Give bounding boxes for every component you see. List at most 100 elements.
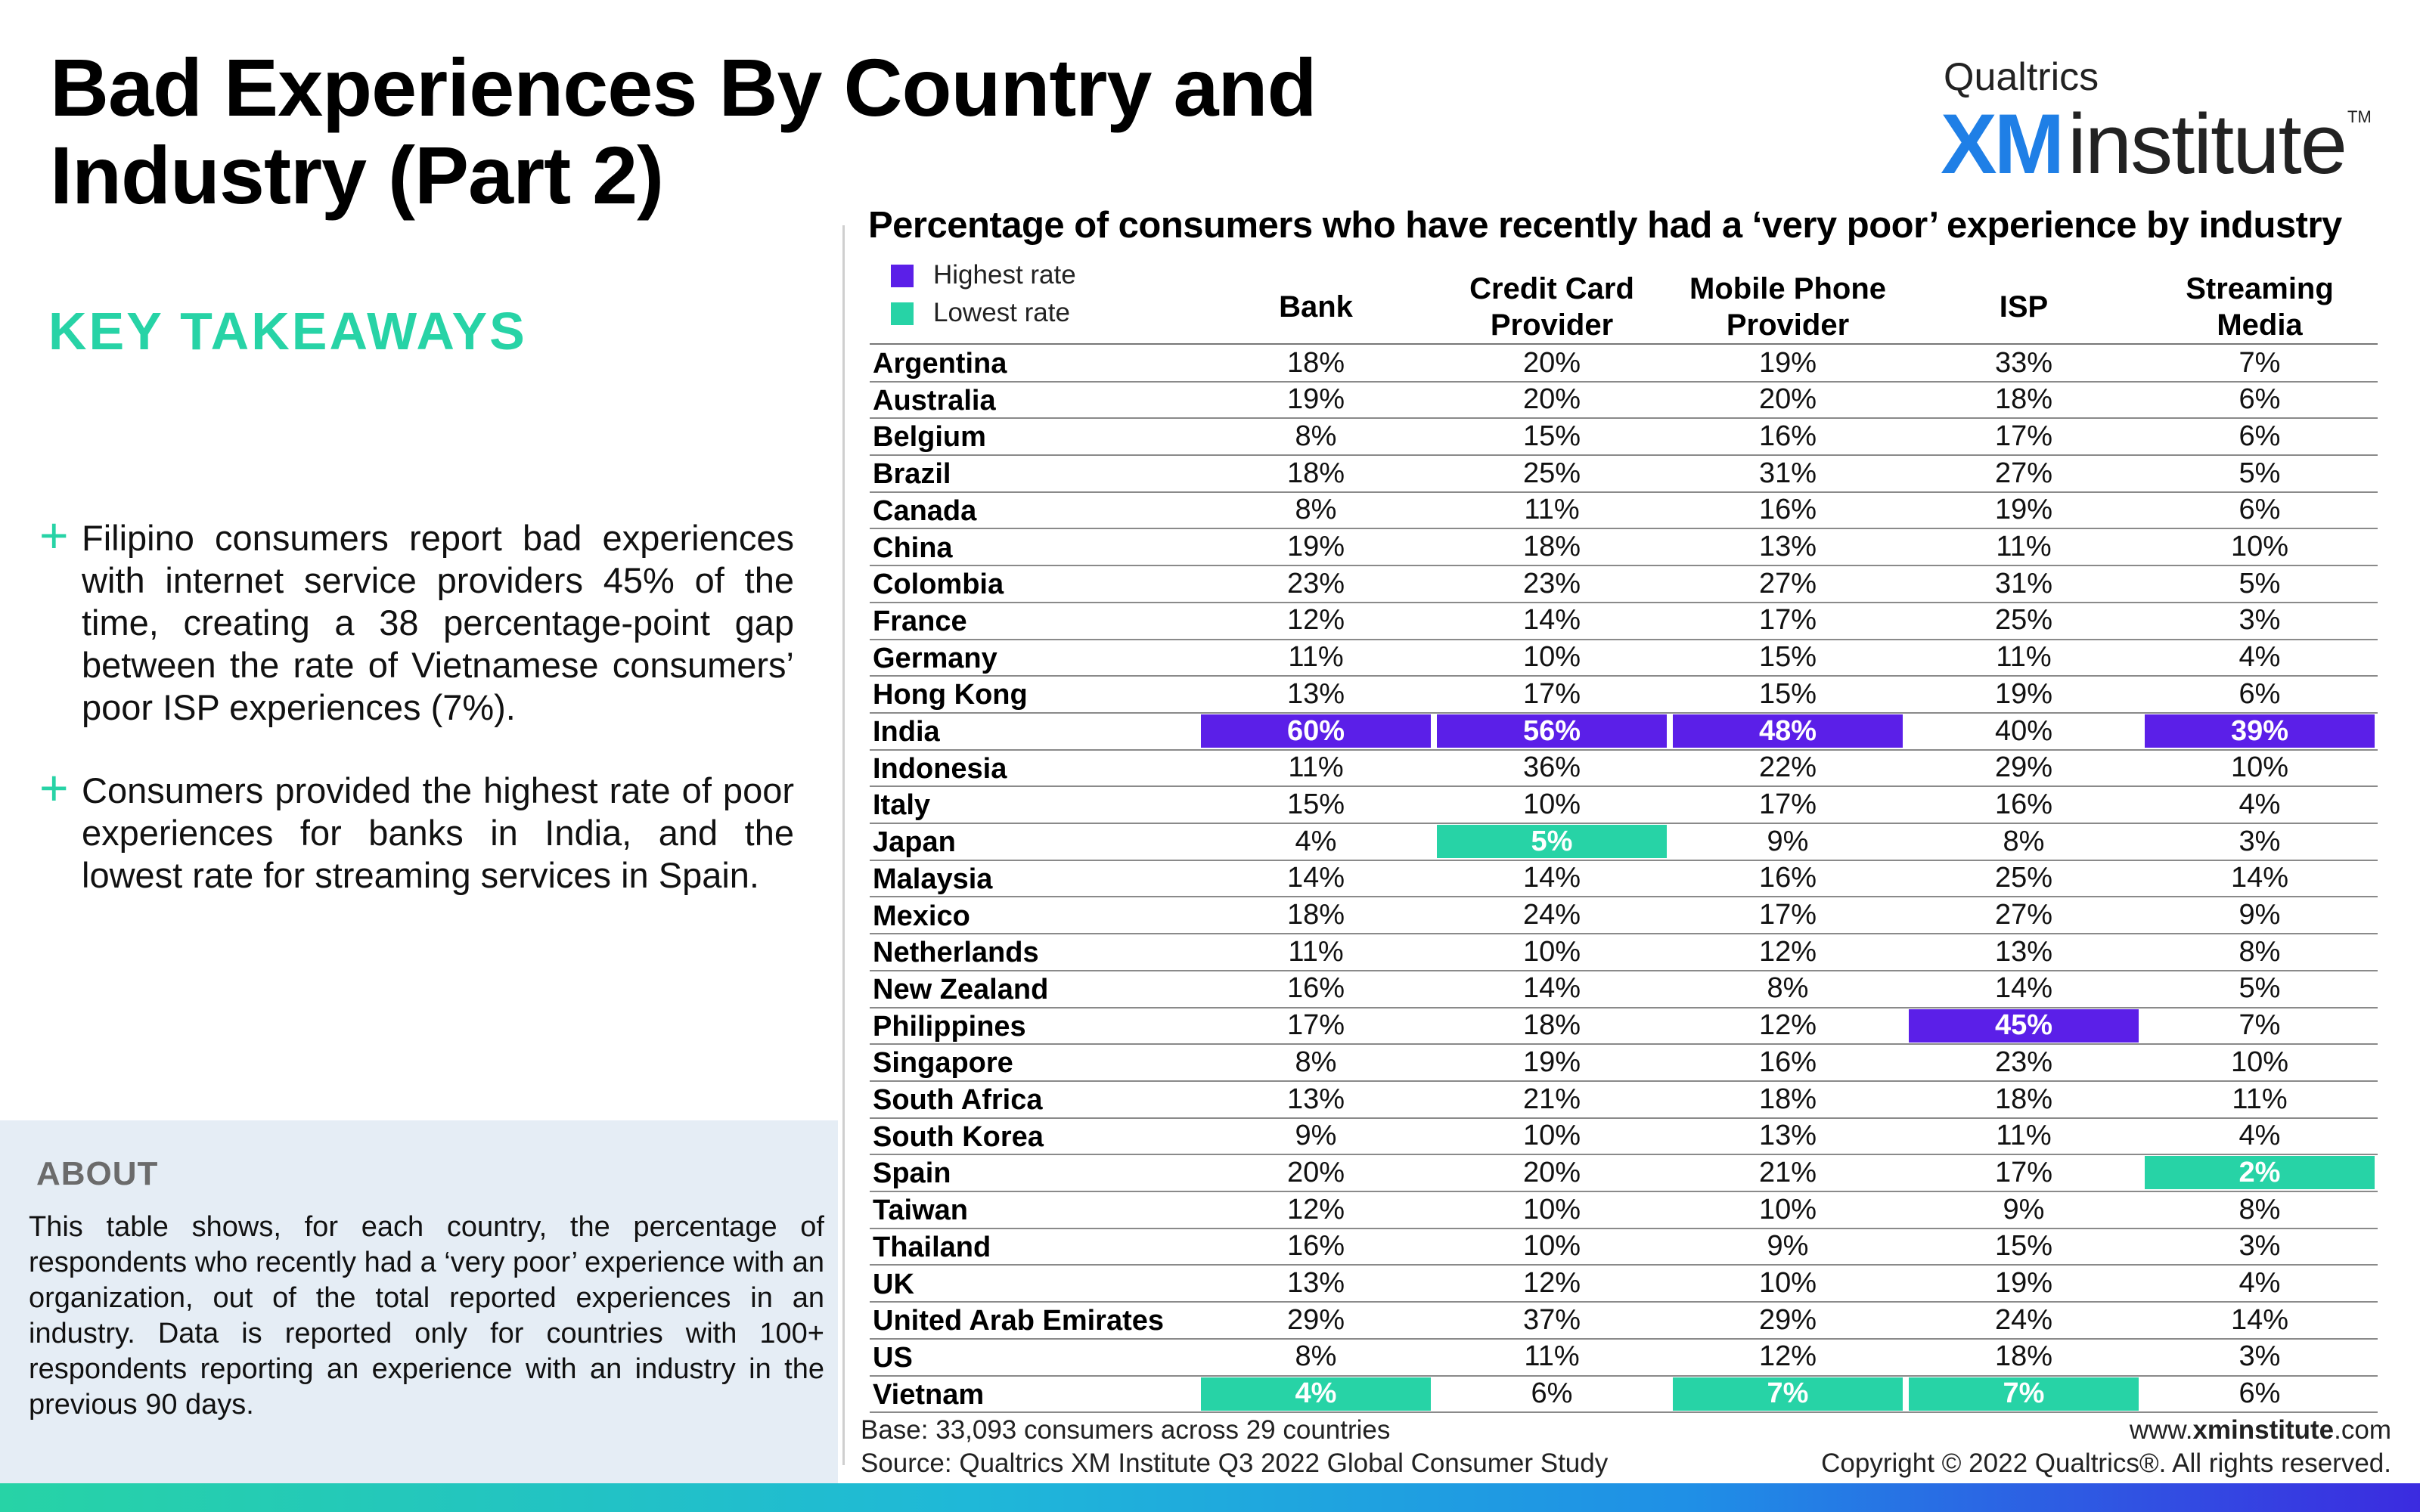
- table-cell: 11%: [1288, 641, 1344, 674]
- column-header-line: ISP: [1999, 290, 2049, 324]
- table-cell: 11%: [1524, 494, 1580, 526]
- country-label: South Korea: [873, 1120, 1044, 1153]
- table-cell: 21%: [1758, 1156, 1817, 1188]
- table-cell: 10%: [1522, 935, 1581, 968]
- base-note: Base: 33,093 consumers across 29 countri…: [861, 1415, 1391, 1445]
- about-text: This table shows, for each country, the …: [29, 1211, 824, 1421]
- table-cell: 18%: [1758, 1083, 1817, 1115]
- table-row: Netherlands 11% 10% 12% 13% 8%: [870, 934, 2378, 971]
- logo-qualtrics-text: Qualtrics: [1944, 55, 2099, 99]
- table-cell: 17%: [1758, 899, 1817, 931]
- table-cell: 19%: [1994, 677, 2053, 710]
- table-row: Belgium 8% 15% 16% 17% 6%: [870, 419, 2378, 457]
- table-cell: 23%: [1994, 1046, 2053, 1078]
- table-row: Hong Kong 13% 17% 15% 19% 6%: [870, 677, 2378, 714]
- footer-notes: Base: 33,093 consumers across 29 countri…: [861, 1414, 1608, 1480]
- table-cell: 13%: [1286, 677, 1345, 710]
- table-cell: 18%: [1994, 1340, 2053, 1373]
- table-cell: 27%: [1994, 899, 2053, 931]
- column-header: Mobile Phone Provider: [1671, 269, 1904, 345]
- table-cell: 11%: [2232, 1083, 2288, 1115]
- country-label: India: [873, 716, 940, 748]
- website-link[interactable]: www.xminstitute.com: [1821, 1414, 2391, 1447]
- table-cell: 20%: [1758, 383, 1817, 416]
- table-cell: 29%: [1994, 751, 2053, 784]
- table-row: Argentina 18% 20% 19% 33% 7%: [870, 345, 2378, 383]
- column-header-line: Bank: [1279, 290, 1353, 324]
- table-cell: 10%: [1522, 1230, 1581, 1263]
- table-row: France 12% 14% 17% 25% 3%: [870, 603, 2378, 640]
- table-row: Vietnam 4% 6% 7% 7% 6%: [870, 1377, 2378, 1414]
- table-cell: 5%: [2238, 457, 2281, 489]
- takeaway-text: Filipino consumers report bad experience…: [82, 518, 794, 727]
- table-cell: 3%: [2238, 604, 2281, 637]
- table-cell: 13%: [1758, 531, 1817, 562]
- table-cell-lowest: 5%: [1437, 825, 1667, 859]
- country-label: UK: [873, 1268, 914, 1300]
- column-header: ISP: [1907, 269, 2140, 345]
- column-header-line: Mobile Phone: [1689, 272, 1886, 305]
- table-cell: 9%: [2003, 1193, 2045, 1225]
- table-cell: 6%: [2238, 420, 2281, 452]
- country-label: Argentina: [873, 348, 1007, 380]
- table-cell: 16%: [1758, 1046, 1817, 1078]
- table-row: Italy 15% 10% 17% 16% 4%: [870, 787, 2378, 825]
- table-cell: 14%: [2230, 862, 2289, 894]
- table-cell: 8%: [2003, 825, 2045, 857]
- table-row: UK 13% 12% 10% 19% 4%: [870, 1266, 2378, 1303]
- bottom-gradient-bar: [0, 1483, 2420, 1512]
- table-cell-lowest: 2%: [2145, 1156, 2375, 1190]
- country-label: Thailand: [873, 1231, 991, 1263]
- table-cell: 10%: [2230, 751, 2289, 784]
- website-prefix: www.: [2129, 1415, 2193, 1445]
- page-title: Bad Experiences By Country and Industry …: [50, 42, 1317, 221]
- table-cell: 6%: [2238, 383, 2281, 416]
- table-row: Indonesia 11% 36% 22% 29% 10%: [870, 751, 2378, 788]
- country-label: Singapore: [873, 1047, 1013, 1080]
- copyright: Copyright © 2022 Qualtrics®. All rights …: [1821, 1448, 2391, 1478]
- table-cell: 12%: [1286, 604, 1345, 637]
- legend-label-lowest: Lowest rate: [933, 298, 1070, 327]
- table-cell: 18%: [1994, 383, 2053, 416]
- country-label: New Zealand: [873, 973, 1049, 1005]
- table-cell: 15%: [1522, 420, 1581, 452]
- table-row: Colombia 23% 23% 27% 31% 5%: [870, 566, 2378, 603]
- table-cell: 11%: [1996, 641, 2052, 674]
- table-row: United Arab Emirates 29% 37% 29% 24% 14%: [870, 1303, 2378, 1340]
- website-suffix: .com: [2334, 1415, 2391, 1445]
- country-label: France: [873, 605, 967, 637]
- table-cell: 17%: [1994, 1156, 2053, 1188]
- table-cell: 23%: [1522, 567, 1581, 600]
- table-cell: 29%: [1286, 1303, 1345, 1336]
- table-cell-highest: 48%: [1673, 714, 1903, 748]
- table-cell: 6%: [2238, 1377, 2281, 1410]
- table-cell: 13%: [1994, 935, 2053, 968]
- table-cell: 16%: [1286, 972, 1345, 1005]
- table-cell: 15%: [1994, 1230, 2053, 1263]
- table-cell: 16%: [1758, 862, 1817, 894]
- table-cell: 19%: [1758, 346, 1817, 379]
- table-cell: 29%: [1758, 1303, 1817, 1336]
- table-cell: 17%: [1522, 677, 1581, 710]
- table-cell: 13%: [1286, 1083, 1345, 1115]
- logo-institute-text: institute: [2068, 97, 2347, 191]
- table-cell: 17%: [1994, 420, 2053, 452]
- country-label: United Arab Emirates: [873, 1305, 1165, 1337]
- table-cell: 21%: [1522, 1083, 1581, 1115]
- table-cell: 9%: [1767, 1230, 1809, 1263]
- header-rule: [870, 343, 2378, 345]
- vertical-divider: [842, 225, 845, 1465]
- table-row: Brazil 18% 25% 31% 27% 5%: [870, 456, 2378, 493]
- about-heading: ABOUT: [36, 1155, 159, 1192]
- table-cell: 19%: [1286, 531, 1345, 562]
- table-cell: 11%: [1288, 935, 1344, 968]
- column-header-line: Credit Card: [1469, 272, 1634, 305]
- table-cell: 4%: [2238, 1120, 2281, 1152]
- country-label: Italy: [873, 789, 931, 822]
- website-domain: xminstitute: [2192, 1415, 2335, 1445]
- table-cell: 15%: [1758, 641, 1817, 674]
- table-row: Thailand 16% 10% 9% 15% 3%: [870, 1229, 2378, 1266]
- table-cell: 18%: [1522, 1009, 1581, 1042]
- table-cell: 27%: [1758, 567, 1817, 600]
- logo-trademark: TM: [2347, 107, 2372, 126]
